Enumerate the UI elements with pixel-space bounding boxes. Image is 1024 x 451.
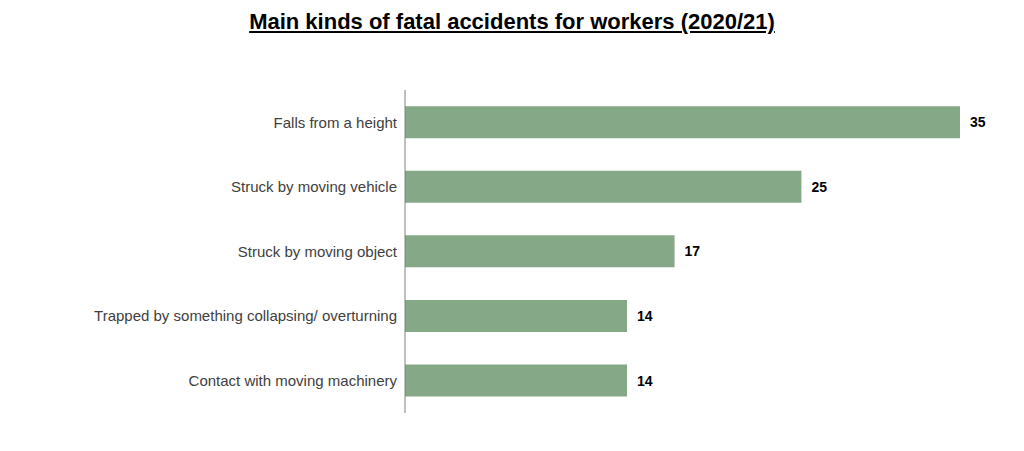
svg-text:14: 14 <box>637 373 653 389</box>
svg-text:25: 25 <box>811 179 827 195</box>
html-text:Main kinds of fatal accidents: Main kinds of fatal accidents for worker… <box>249 9 775 34</box>
svg-text:14: 14 <box>637 308 653 324</box>
svg-text:17: 17 <box>685 243 701 259</box>
svg-text:Falls from a height: Falls from a height <box>274 114 398 131</box>
svg-text:Struck by moving vehicle: Struck by moving vehicle <box>231 178 397 195</box>
svg-text:Struck by moving object: Struck by moving object <box>238 243 398 260</box>
svg-text:Trapped by something collapsin: Trapped by something collapsing/ overtur… <box>94 307 397 324</box>
svg-text:35: 35 <box>970 114 986 130</box>
svg-text:Contact with moving machinery: Contact with moving machinery <box>189 372 398 389</box>
